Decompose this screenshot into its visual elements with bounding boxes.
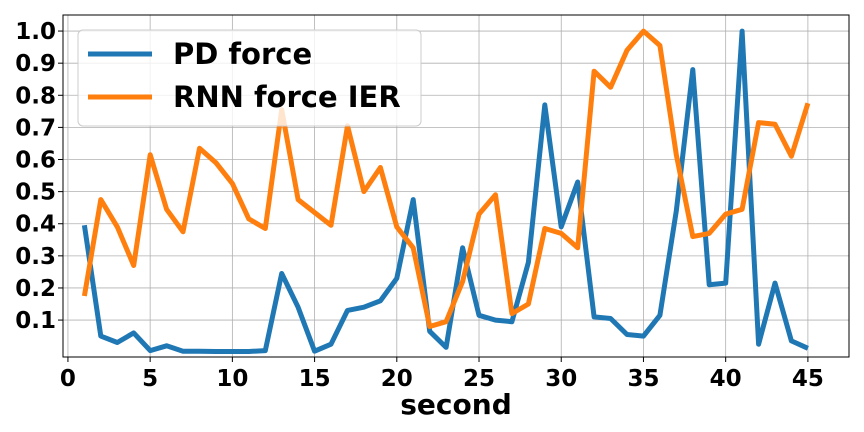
x-axis: 0 5 10 15 20 25 30 35 40 45 xyxy=(60,357,824,392)
y-tick-label: 0.2 xyxy=(15,276,56,302)
series-lines xyxy=(81,28,811,354)
y-axis: 0.1 0.2 0.3 0.4 0.5 0.6 0.7 0.8 0.9 1.0 xyxy=(15,19,63,334)
y-tick-label: 0.8 xyxy=(15,83,56,109)
x-tick-label: 35 xyxy=(627,366,659,392)
legend-box xyxy=(77,29,422,127)
legend-label-1: PD force xyxy=(173,37,312,71)
series-line-2 xyxy=(81,28,811,329)
series-line-1 xyxy=(81,28,809,354)
y-tick-label: 0.3 xyxy=(15,244,56,270)
y-tick-label: 0.1 xyxy=(15,308,56,334)
x-tick-label: 40 xyxy=(710,366,742,392)
legend-label-2: RNN force IER xyxy=(173,80,401,114)
x-tick-label: 5 xyxy=(142,366,158,392)
x-tick-label: 45 xyxy=(792,366,824,392)
x-tick-label: 0 xyxy=(60,366,76,392)
legend: PD force RNN force IER xyxy=(77,29,422,127)
y-tick-label: 0.4 xyxy=(15,212,56,238)
x-tick-label: 25 xyxy=(463,366,495,392)
x-tick-label: 15 xyxy=(299,366,331,392)
y-tick-label: 0.5 xyxy=(15,180,56,206)
x-tick-label: 30 xyxy=(545,366,577,392)
plot-frame xyxy=(62,14,850,358)
y-tick-label: 0.6 xyxy=(15,148,56,174)
x-tick-label: 20 xyxy=(381,366,413,392)
x-tick-label: 10 xyxy=(216,366,248,392)
x-axis-label: second xyxy=(400,388,511,421)
y-tick-label: 0.9 xyxy=(15,51,56,77)
y-tick-label: 1.0 xyxy=(15,19,56,45)
y-tick-label: 0.7 xyxy=(15,115,56,141)
